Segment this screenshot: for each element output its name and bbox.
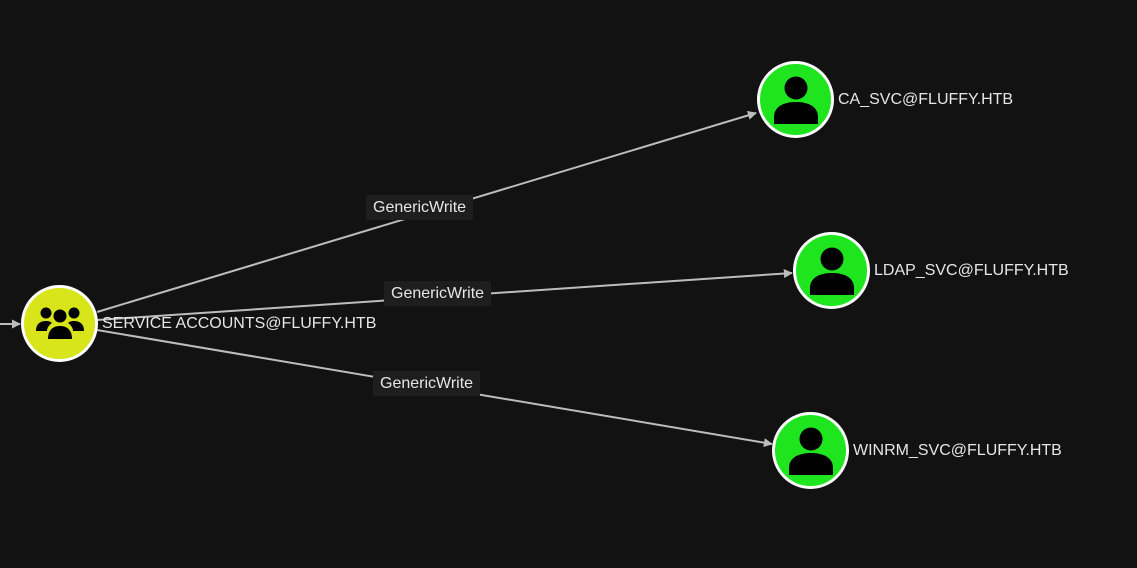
user-icon [788, 427, 833, 475]
node-service-accounts[interactable] [21, 285, 98, 362]
node-ca-svc[interactable] [757, 61, 834, 138]
user-icon [809, 247, 854, 295]
node-label-ca-svc: CA_SVC@FLUFFY.HTB [838, 91, 1014, 108]
node-winrm-svc[interactable] [772, 412, 849, 489]
node-ldap-svc[interactable] [793, 232, 870, 309]
node-label-ldap-svc: LDAP_SVC@FLUFFY.HTB [874, 262, 1069, 279]
edge-label-ldap-svc[interactable]: GenericWrite [384, 281, 492, 306]
edge-label-ca-svc[interactable]: GenericWrite [366, 195, 474, 220]
edge-label-winrm-svc[interactable]: GenericWrite [373, 371, 481, 396]
users-icon [35, 307, 84, 339]
user-icon [773, 76, 818, 124]
node-label-service-accounts: SERVICE ACCOUNTS@FLUFFY.HTB [102, 315, 377, 332]
node-label-winrm-svc: WINRM_SVC@FLUFFY.HTB [853, 442, 1062, 459]
